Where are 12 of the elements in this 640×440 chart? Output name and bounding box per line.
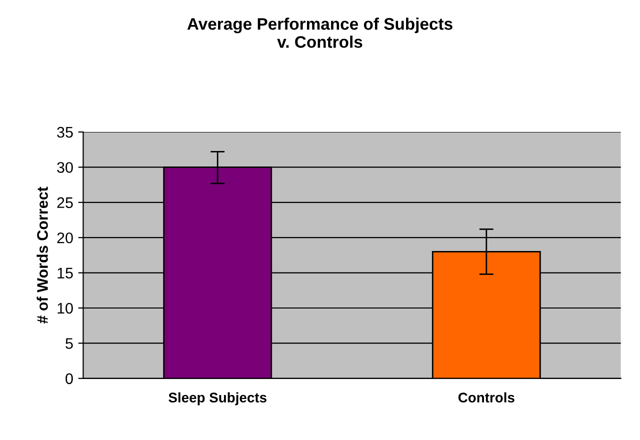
y-axis-title: # of Words Correct — [36, 186, 48, 324]
x-tick-label: Controls — [458, 392, 514, 402]
y-tick-label: 15 — [58, 268, 73, 278]
x-tick-label: Sleep Subjects — [168, 392, 266, 406]
y-tick-label: 0 — [66, 373, 73, 384]
y-tick-label: 20 — [57, 232, 73, 244]
y-tick-label: 30 — [57, 162, 73, 173]
chart-title: Average Performance of Subjects v. Controls — [187, 18, 452, 48]
y-tick-label: 35 — [57, 126, 73, 138]
y-tick-label: 5 — [66, 338, 73, 349]
y-tick-label: 25 — [57, 197, 73, 208]
y-tick-label: 10 — [58, 302, 73, 314]
